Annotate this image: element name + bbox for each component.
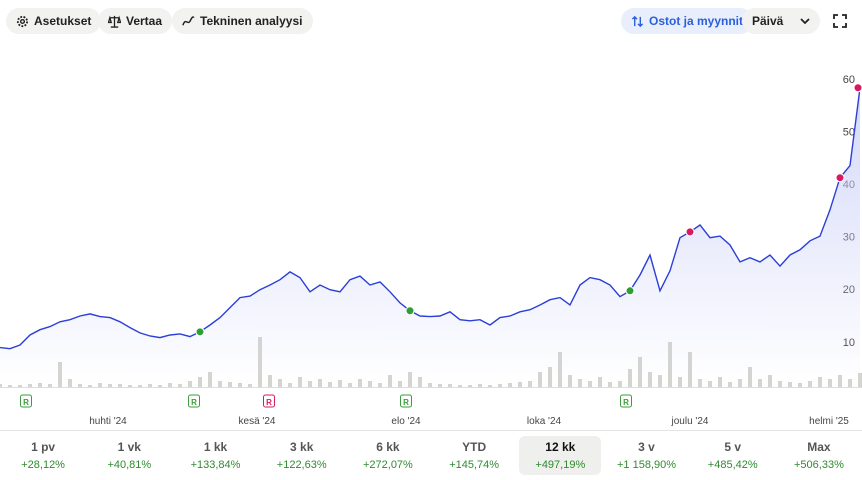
period-name: YTD: [462, 440, 487, 454]
y-tick-label: 50: [843, 126, 855, 138]
chevron: [800, 18, 810, 25]
technical-button[interactable]: Tekninen analyysi: [172, 8, 313, 34]
x-tick-label: joulu '24: [671, 416, 709, 427]
period-name: 1 kk: [203, 440, 228, 454]
period-name: 1 vk: [117, 440, 141, 454]
event-badge: [263, 394, 275, 408]
period-change: +40,81%: [107, 459, 152, 471]
fullscreen-icon: [833, 14, 847, 28]
period-tab[interactable]: 3 kk +122,63%: [261, 436, 343, 475]
scale-icon: [108, 15, 121, 28]
event-label: R: [23, 398, 29, 407]
trade-marker: [195, 327, 205, 337]
period-change: +133,84%: [190, 459, 241, 471]
period-name: 3 v: [638, 440, 655, 454]
event-badge: [620, 394, 632, 408]
event-label: R: [191, 398, 197, 407]
period-tab[interactable]: 1 vk +40,81%: [88, 436, 170, 475]
interval-select[interactable]: Päivä: [742, 8, 820, 34]
label: Vertaa: [126, 14, 163, 28]
trade-marker: [853, 83, 862, 93]
period-change: +506,33%: [794, 459, 844, 471]
period-name: 12 kk: [545, 440, 576, 454]
x-tick-label: huhti '24: [89, 416, 127, 427]
event-badge: [188, 394, 200, 408]
x-tick-label: loka '24: [527, 416, 562, 427]
period-tab[interactable]: 12 kk +497,19%: [519, 436, 602, 475]
x-tick-label: elo '24: [391, 416, 421, 427]
period-tab[interactable]: 6 kk +272,07%: [347, 436, 429, 475]
period-tabs: 1 pv +28,12% 1 vk +40,81% 1 kk +133,84% 3 kk +1…: [0, 430, 862, 480]
label: Tekninen analyysi: [200, 14, 303, 28]
period-change: +1 158,90%: [617, 459, 677, 471]
period-change: +122,63%: [276, 459, 327, 471]
trade-marker: [625, 286, 635, 296]
compare-button[interactable]: Vertaa: [98, 8, 173, 34]
trade-marker: [835, 173, 845, 183]
trend-icon: [182, 15, 195, 25]
event-badge: [20, 394, 32, 408]
label: Ostot ja myynnit: [649, 14, 744, 28]
period-name: Max: [807, 440, 831, 454]
trade-marker: [405, 306, 415, 316]
period-change: +145,74%: [449, 459, 500, 471]
label: Päivä: [752, 14, 784, 28]
trade-marker: [685, 227, 695, 237]
period-change: +485,42%: [707, 459, 758, 471]
price-line: [0, 87, 861, 350]
area: [0, 87, 860, 387]
period-change: +28,12%: [21, 459, 65, 471]
fullscreen-button[interactable]: [826, 8, 854, 34]
period-tab[interactable]: YTD +145,74%: [433, 436, 515, 475]
period-name: 5 v: [724, 440, 742, 454]
event-label: R: [403, 398, 409, 407]
label: Asetukset: [34, 14, 92, 28]
arrows-icon: [631, 15, 644, 27]
period-tab[interactable]: 3 v +1 158,90%: [605, 436, 687, 475]
period-tab[interactable]: Max +506,33%: [778, 436, 860, 475]
trades-button[interactable]: Ostot ja myynnit: [621, 8, 754, 34]
period-tab[interactable]: 1 kk +133,84%: [174, 436, 256, 475]
x-tick-label: kesä '24: [239, 416, 276, 427]
event-label: R: [266, 398, 272, 407]
period-name: 1 pv: [31, 440, 56, 454]
event-badge: [400, 394, 412, 408]
period-name: 3 kk: [290, 440, 314, 454]
period-name: 6 kk: [376, 440, 400, 454]
event-label: R: [623, 398, 629, 407]
y-tick-label: 60: [843, 74, 855, 86]
period-tab[interactable]: 1 pv +28,12%: [2, 436, 84, 475]
gear-icon: [16, 15, 29, 27]
period-tab[interactable]: 5 v +485,42%: [692, 436, 774, 475]
period-change: +272,07%: [362, 459, 413, 471]
period-change: +497,19%: [535, 459, 586, 471]
x-tick-label: helmi '25: [809, 416, 849, 427]
settings-button[interactable]: Asetukset: [6, 8, 102, 34]
